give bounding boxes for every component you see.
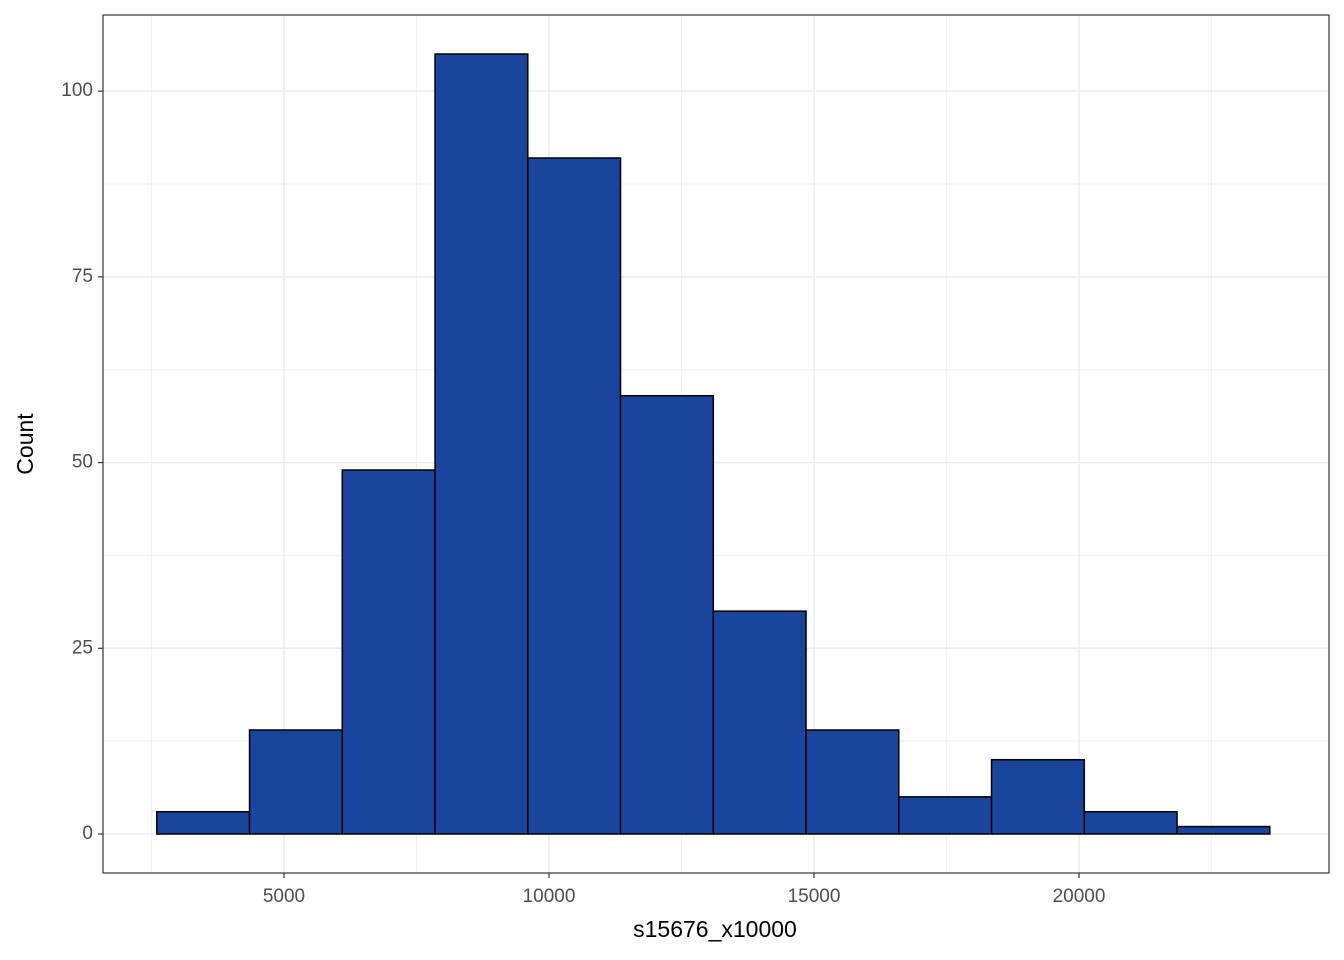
histogram-bar — [156, 810, 251, 835]
y-axis-title: Count — [12, 413, 38, 475]
x-axis-title: s15676_x10000 — [633, 916, 797, 942]
histogram-bar — [712, 610, 807, 835]
histogram-bar — [805, 729, 900, 835]
y-tick-label: 25 — [72, 637, 93, 658]
x-tick-label: 5000 — [263, 886, 305, 907]
histogram-bar — [527, 157, 622, 835]
y-tick-label: 50 — [72, 452, 93, 473]
x-tick-label: 10000 — [523, 886, 576, 907]
histogram-bar — [1176, 825, 1271, 835]
histogram-bar — [990, 758, 1086, 835]
y-tick-label: 100 — [61, 80, 93, 101]
histogram-bar — [1083, 810, 1178, 835]
histogram-bar — [434, 53, 529, 835]
panel-border — [102, 14, 1330, 874]
y-tick-label: 75 — [72, 266, 93, 287]
histogram-bar — [619, 394, 715, 835]
y-tick-label: 0 — [82, 823, 93, 844]
x-tick-label: 15000 — [788, 886, 841, 907]
histogram-bar — [248, 729, 344, 835]
histogram-bar — [341, 469, 436, 835]
x-tick-label: 20000 — [1053, 886, 1106, 907]
histogram-bar — [898, 796, 993, 835]
